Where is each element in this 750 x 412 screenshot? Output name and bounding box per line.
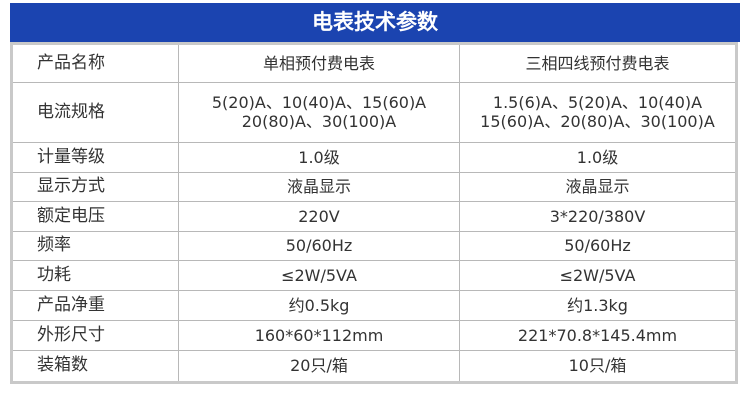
value-line: 3*220/380V: [549, 206, 646, 226]
spec-table: 产品名称 单相预付费电表 三相四线预付费电表 电流规格 5(20)A、10(40)A、1…: [13, 45, 735, 381]
row-label: 装箱数: [13, 349, 179, 381]
three-phase-value: 液晶显示: [459, 171, 735, 202]
three-phase-value: 1.5(6)A、5(20)A、10(40)A 15(60)A、20(80)A、30…: [459, 81, 735, 143]
value-line: 10只/箱: [568, 356, 627, 376]
table-row: 产品名称 单相预付费电表 三相四线预付费电表: [13, 45, 735, 83]
table-row: 显示方式 液晶显示 液晶显示: [13, 171, 735, 202]
value-line: 三相四线预付费电表: [525, 53, 670, 73]
page-title: 电表技术参数: [10, 3, 740, 42]
table-row: 频率 50/60Hz 50/60Hz: [13, 230, 735, 261]
value-line: 221*70.8*145.4mm: [517, 325, 678, 345]
single-phase-value: 液晶显示: [178, 171, 460, 202]
value-line: 单相预付费电表: [262, 53, 375, 73]
single-phase-value: ≤2W/5VA: [178, 259, 460, 291]
value-line: 20只/箱: [290, 356, 348, 376]
value-line: 50/60Hz: [564, 236, 631, 255]
value-line: 5(20)A、10(40)A、15(60)A: [211, 93, 427, 112]
table-row: 功耗 ≤2W/5VA ≤2W/5VA: [13, 259, 735, 291]
value-line: 1.5(6)A、5(20)A、10(40)A: [492, 93, 703, 112]
value-line: 1.0级: [298, 147, 340, 167]
three-phase-value: 221*70.8*145.4mm: [459, 319, 735, 351]
table-row: 额定电压 220V 3*220/380V: [13, 200, 735, 232]
row-label: 计量等级: [13, 141, 179, 173]
table-row: 计量等级 1.0级 1.0级: [13, 141, 735, 173]
single-phase-value: 约0.5kg: [178, 289, 460, 321]
row-label: 额定电压: [13, 200, 179, 232]
value-line: 约1.3kg: [567, 295, 628, 315]
three-phase-value: 50/60Hz: [459, 230, 735, 261]
single-phase-value: 单相预付费电表: [178, 45, 460, 83]
value-line: 1.0级: [576, 147, 619, 167]
three-phase-value: 约1.3kg: [459, 289, 735, 321]
three-phase-value: 10只/箱: [459, 349, 735, 381]
value-line: 约0.5kg: [288, 295, 350, 315]
value-line: 160*60*112mm: [254, 325, 384, 345]
table-row: 装箱数 20只/箱 10只/箱: [13, 349, 735, 381]
row-label: 产品名称: [13, 45, 179, 83]
single-phase-value: 1.0级: [178, 141, 460, 173]
row-label: 产品净重: [13, 289, 179, 321]
value-line: 15(60)A、20(80)A、30(100)A: [480, 112, 715, 131]
row-label: 电流规格: [13, 81, 179, 143]
value-line: 50/60Hz: [285, 236, 353, 255]
value-line: ≤2W/5VA: [281, 265, 357, 285]
three-phase-value: 三相四线预付费电表: [459, 45, 735, 83]
row-label: 显示方式: [13, 171, 179, 202]
value-line: 20(80)A、30(100)A: [241, 112, 397, 131]
three-phase-value: 3*220/380V: [459, 200, 735, 232]
three-phase-value: 1.0级: [459, 141, 735, 173]
value-line: 液晶显示: [286, 177, 351, 196]
spec-table-frame: 产品名称 单相预付费电表 三相四线预付费电表 电流规格 5(20)A、10(40)A、1…: [10, 42, 738, 384]
single-phase-value: 20只/箱: [178, 349, 460, 381]
value-line: 液晶显示: [565, 177, 630, 196]
table-row: 产品净重 约0.5kg 约1.3kg: [13, 289, 735, 321]
single-phase-value: 5(20)A、10(40)A、15(60)A 20(80)A、30(100)A: [178, 81, 460, 143]
single-phase-value: 220V: [178, 200, 460, 232]
row-label: 外形尺寸: [13, 319, 179, 351]
single-phase-value: 160*60*112mm: [178, 319, 460, 351]
row-label: 功耗: [13, 259, 179, 291]
table-row: 电流规格 5(20)A、10(40)A、15(60)A 20(80)A、30(100…: [13, 81, 735, 143]
three-phase-value: ≤2W/5VA: [459, 259, 735, 291]
row-label: 频率: [13, 230, 179, 261]
value-line: ≤2W/5VA: [559, 265, 636, 285]
table-row: 外形尺寸 160*60*112mm 221*70.8*145.4mm: [13, 319, 735, 351]
value-line: 220V: [298, 206, 340, 226]
single-phase-value: 50/60Hz: [178, 230, 460, 261]
